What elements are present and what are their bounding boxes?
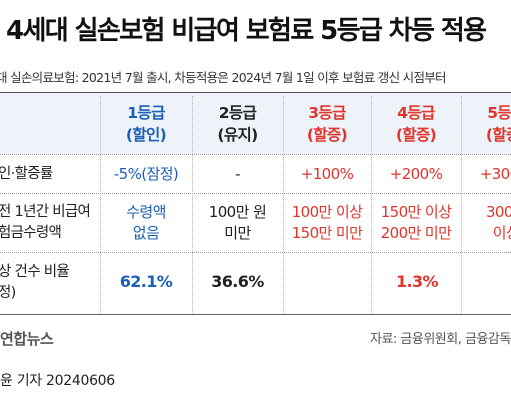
grade-status: (유지)	[217, 126, 258, 144]
rate-value: +300%	[479, 165, 511, 183]
column-header-grade-5: 5등급 (할증)	[461, 102, 511, 146]
grade-status: (할증)	[306, 126, 348, 144]
grade-status: (할증)	[395, 126, 437, 144]
grade-status: (할인)	[125, 126, 167, 144]
claims-line: 100만 이상	[291, 203, 363, 221]
rate-value: -	[235, 165, 240, 183]
page-title: 4세대 실손보험 비급여 보험료 5등급 차등 적용	[6, 16, 487, 46]
grade-label: 5등급	[487, 104, 511, 122]
subtitle: 대 실손의료보험: 2021년 7월 출시, 차등적용은 2024년 7월 1일…	[0, 70, 447, 85]
rate-value: +200%	[389, 165, 443, 183]
rate-value: -5%(잠정)	[113, 165, 179, 183]
ratio-value-merged: 1.3%	[396, 272, 439, 291]
claims-line: 150만 미만	[291, 224, 363, 242]
header-band	[0, 92, 511, 154]
row-label-line: 상 건수 비율	[0, 264, 70, 280]
row-label-rate: 인·할증률	[0, 166, 53, 182]
column-header-grade-1: 1등급 (할인)	[100, 102, 192, 146]
claims-value: 수령액 없음	[100, 202, 192, 244]
column-header-grade-3: 3등급 (할증)	[283, 102, 371, 146]
column-divider	[192, 96, 193, 314]
table-top-rule	[0, 92, 511, 93]
column-header-grade-2: 2등급 (유지)	[192, 102, 283, 146]
row-label-line: 전 1년간 비급여	[0, 204, 91, 220]
claims-line: 100만 원	[208, 203, 267, 221]
grade-label: 1등급	[127, 104, 165, 122]
row-label-claims: 전 1년간 비급여 험금수령액	[0, 202, 91, 244]
column-divider	[283, 96, 284, 314]
grade-status: (할증)	[485, 126, 511, 144]
claims-line: 수령액	[126, 203, 166, 221]
table-bottom-rule	[0, 314, 511, 315]
row-divider	[0, 154, 511, 155]
claims-value: 100만 이상 150만 미만	[283, 202, 371, 244]
claims-line: 미만	[224, 224, 251, 242]
row-label-line: 정)	[0, 285, 16, 301]
claims-value: 100만 원 미만	[192, 202, 283, 244]
grade-label: 4등급	[397, 104, 435, 122]
claims-value: 300만 이상	[461, 202, 511, 244]
byline: 윤 기자 20240606	[0, 373, 115, 389]
grade-label: 3등급	[308, 104, 346, 122]
claims-line: 300만	[485, 203, 511, 221]
claims-value: 150만 이상 200만 미만	[371, 202, 461, 244]
column-divider	[461, 96, 462, 314]
claims-line: 이상	[492, 224, 511, 242]
source-credit: 자료: 금융위원회, 금융감독원	[370, 332, 511, 347]
ratio-value: 62.1%	[119, 272, 173, 291]
row-divider	[0, 193, 511, 194]
grade-label: 2등급	[218, 104, 257, 122]
column-divider	[100, 96, 101, 314]
column-divider	[371, 96, 372, 314]
rate-value: +100%	[300, 165, 354, 183]
claims-line: 200만 미만	[380, 224, 452, 242]
row-label-line: 험금수령액	[0, 225, 62, 241]
column-header-grade-4: 4등급 (할증)	[371, 102, 461, 146]
claims-line: 150만 이상	[380, 203, 452, 221]
publisher-logo: 연합뉴스	[0, 330, 54, 348]
claims-line: 없음	[132, 224, 160, 242]
ratio-value: 36.6%	[211, 272, 264, 291]
row-divider	[0, 252, 511, 253]
row-label-ratio: 상 건수 비율 정)	[0, 262, 70, 304]
